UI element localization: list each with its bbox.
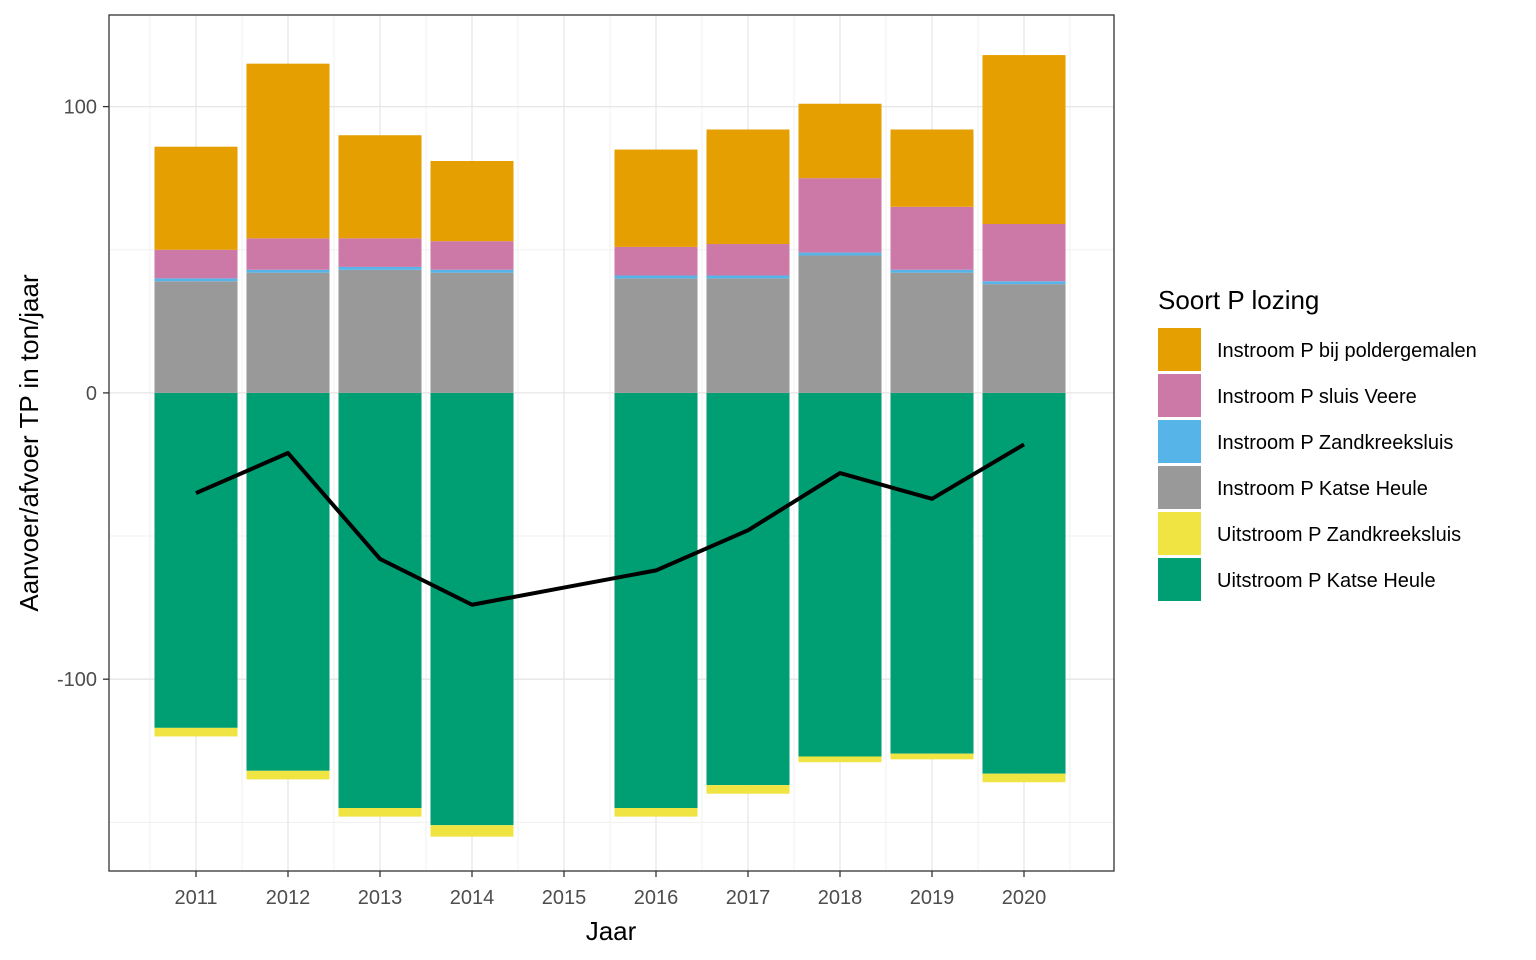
x-tick-label: 2013 (358, 887, 403, 909)
bar-2019-uitstroom-p-zandkreeksluis (890, 753, 974, 760)
bar-2020-uitstroom-p-zandkreeksluis (982, 773, 1066, 783)
legend-key (1158, 328, 1201, 371)
bar-2013-instroom-p-zandkreeksluis (338, 266, 422, 270)
bar-2020-instroom-p-bij-poldergemalen (982, 55, 1066, 224)
x-tick-label: 2017 (726, 887, 771, 909)
bar-2014-uitstroom-p-katse-heule (430, 392, 514, 826)
legend-key (1158, 512, 1201, 555)
bar-2014-uitstroom-p-zandkreeksluis (430, 825, 514, 837)
bar-2017-instroom-p-katse-heule (706, 278, 790, 393)
bar-2013-uitstroom-p-katse-heule (338, 392, 422, 809)
x-tick-label: 2014 (450, 887, 495, 909)
x-tick-label: 2011 (174, 887, 217, 909)
bar-2018-instroom-p-bij-poldergemalen (798, 103, 882, 179)
bar-2017-instroom-p-sluis-veere (706, 244, 790, 276)
bar-2012-instroom-p-zandkreeksluis (246, 269, 330, 273)
bar-2019-instroom-p-bij-poldergemalen (890, 129, 974, 207)
bar-2012-instroom-p-katse-heule (246, 272, 330, 393)
y-tick-label: -100 (57, 669, 97, 691)
x-tick-label: 2015 (542, 887, 587, 909)
bar-2013-instroom-p-bij-poldergemalen (338, 135, 422, 239)
bar-2012-instroom-p-bij-poldergemalen (246, 63, 330, 239)
legend-label: Instroom P Katse Heule (1217, 478, 1428, 500)
bar-2019-instroom-p-katse-heule (890, 272, 974, 393)
bar-2011-instroom-p-zandkreeksluis (154, 278, 238, 282)
x-tick-label: 2012 (266, 887, 311, 909)
legend-key (1158, 466, 1201, 509)
bar-2012-uitstroom-p-zandkreeksluis (246, 770, 330, 780)
bar-2018-uitstroom-p-zandkreeksluis (798, 756, 882, 763)
legend: Soort P lozing Instroom P bij poldergema… (1158, 285, 1477, 601)
bar-2014-instroom-p-katse-heule (430, 272, 514, 393)
bar-2011-instroom-p-sluis-veere (154, 249, 238, 279)
bar-2018-instroom-p-katse-heule (798, 255, 882, 393)
legend-key (1158, 558, 1201, 601)
bar-2011-instroom-p-bij-poldergemalen (154, 146, 238, 250)
bar-2012-instroom-p-sluis-veere (246, 238, 330, 270)
bar-2011-uitstroom-p-zandkreeksluis (154, 727, 238, 737)
legend-label: Instroom P sluis Veere (1217, 386, 1417, 408)
bar-2019-instroom-p-zandkreeksluis (890, 269, 974, 273)
legend-label: Uitstroom P Katse Heule (1217, 570, 1436, 592)
bar-2013-uitstroom-p-zandkreeksluis (338, 808, 422, 817)
y-axis-title: Aanvoer/afvoer TP in ton/jaar (14, 274, 44, 612)
bar-2016-instroom-p-bij-poldergemalen (614, 149, 698, 247)
plot-border (108, 14, 1115, 872)
bar-2014-instroom-p-zandkreeksluis (430, 269, 514, 273)
bar-2018-uitstroom-p-katse-heule (798, 392, 882, 757)
bar-2019-instroom-p-sluis-veere (890, 206, 974, 270)
bar-2020-instroom-p-sluis-veere (982, 223, 1066, 282)
bar-2016-uitstroom-p-katse-heule (614, 392, 698, 809)
bar-2020-uitstroom-p-katse-heule (982, 392, 1066, 774)
bar-2018-instroom-p-zandkreeksluis (798, 252, 882, 256)
legend-label: Instroom P bij poldergemalen (1217, 340, 1477, 362)
bars (154, 55, 1066, 837)
x-axis-title: Jaar (586, 916, 637, 946)
x-axis: 2011 2012 2013 2014 2015 2016 2017 2018 2019 2020 (174, 871, 1046, 909)
bar-2016-uitstroom-p-zandkreeksluis (614, 808, 698, 817)
bar-2016-instroom-p-katse-heule (614, 278, 698, 393)
bar-2012-uitstroom-p-katse-heule (246, 392, 330, 771)
bar-2014-instroom-p-sluis-veere (430, 241, 514, 270)
y-tick-label: 0 (86, 383, 97, 405)
bar-2017-uitstroom-p-zandkreeksluis (706, 785, 790, 794)
bar-2013-instroom-p-sluis-veere (338, 238, 422, 267)
bar-2013-instroom-p-katse-heule (338, 269, 422, 393)
bar-2020-instroom-p-zandkreeksluis (982, 281, 1066, 285)
net-line (195, 442, 1026, 607)
bar-2011-instroom-p-katse-heule (154, 281, 238, 393)
bar-2016-instroom-p-sluis-veere (614, 246, 698, 276)
bar-2020-instroom-p-katse-heule (982, 284, 1066, 393)
legend-key (1158, 420, 1201, 463)
bar-2017-uitstroom-p-katse-heule (706, 392, 790, 786)
bar-2019-uitstroom-p-katse-heule (890, 392, 974, 754)
bar-2014-instroom-p-bij-poldergemalen (430, 161, 514, 242)
x-tick-label: 2016 (634, 887, 679, 909)
x-tick-label: 2018 (818, 887, 863, 909)
legend-label: Instroom P Zandkreeksluis (1217, 432, 1453, 454)
x-tick-label: 2020 (1002, 887, 1047, 909)
legend-label: Uitstroom P Zandkreeksluis (1217, 524, 1461, 546)
bar-2017-instroom-p-bij-poldergemalen (706, 129, 790, 245)
x-tick-label: 2019 (910, 887, 955, 909)
grid-minor (109, 15, 1114, 871)
bar-2016-instroom-p-zandkreeksluis (614, 275, 698, 279)
y-tick-label: 100 (64, 97, 97, 119)
legend-title: Soort P lozing (1158, 285, 1319, 315)
bar-2018-instroom-p-sluis-veere (798, 178, 882, 253)
net-line-path (195, 442, 1026, 607)
legend-key (1158, 374, 1201, 417)
bar-2011-uitstroom-p-katse-heule (154, 392, 238, 728)
bar-2017-instroom-p-zandkreeksluis (706, 275, 790, 279)
y-axis: -100 0 100 (57, 97, 109, 691)
